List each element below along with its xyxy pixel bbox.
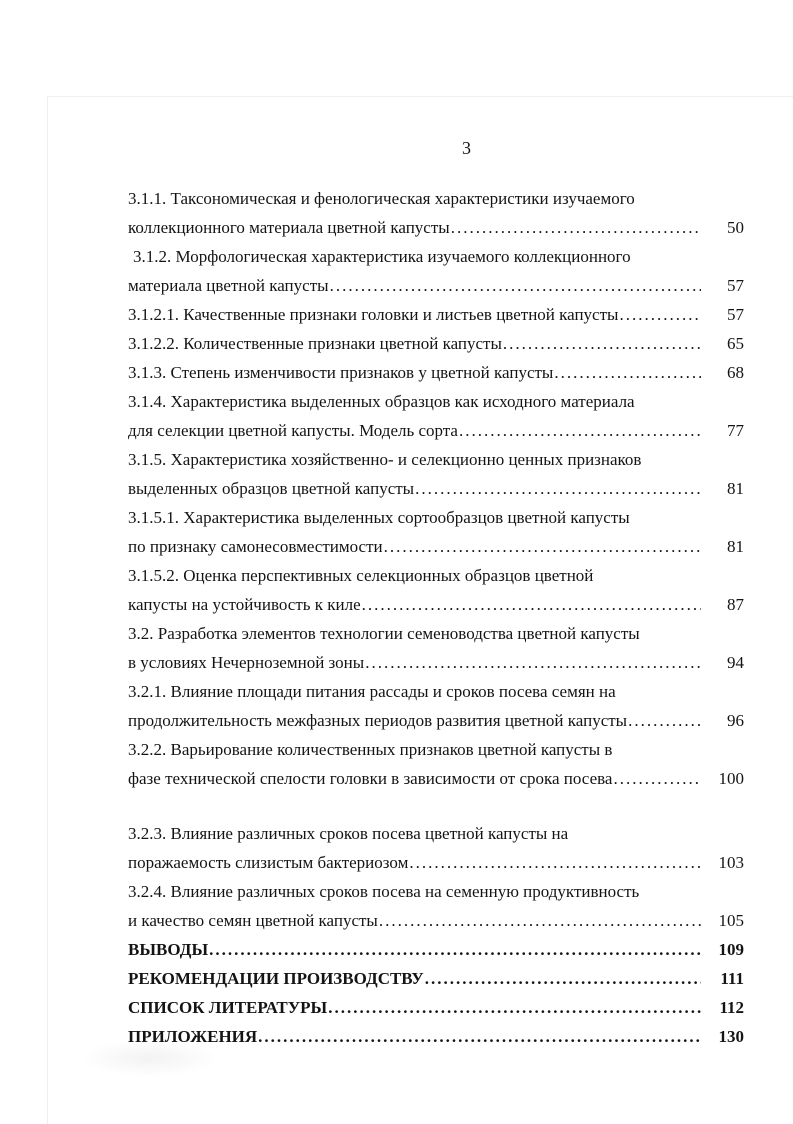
toc-row: поражаемость слизистым бактериозом 103: [128, 848, 744, 877]
toc-page-number: 77: [727, 421, 744, 440]
dot-leader: [459, 416, 701, 445]
toc-row: 3.2.3. Влияние различных сроков посева ц…: [128, 819, 744, 848]
toc-page-number: 57: [727, 276, 744, 295]
table-of-contents: 3.1.1. Таксономическая и фенологическая …: [128, 184, 744, 1051]
toc-row: коллекционного материала цветной капусты…: [128, 213, 744, 242]
toc-page-number: 130: [718, 1027, 745, 1046]
toc-row: 3.1.5. Характеристика хозяйственно- и се…: [128, 445, 744, 474]
toc-row: 3.2.1. Влияние площади питания рассады и…: [128, 677, 744, 706]
toc-page-number: 109: [718, 940, 745, 959]
toc-entry-text: капусты на устойчивость к киле: [128, 595, 361, 614]
toc-row: 3.1.4. Характеристика выделенных образцо…: [128, 387, 744, 416]
toc-row: капусты на устойчивость к киле 87: [128, 590, 744, 619]
toc-page-number: 68: [727, 363, 744, 382]
toc-entry-text: поражаемость слизистым бактериозом: [128, 853, 409, 872]
toc-page-number: 65: [727, 334, 744, 353]
toc-entry-text: 3.1.2.1. Качественные признаки головки и…: [128, 305, 619, 324]
toc-page-number: 57: [727, 305, 744, 324]
toc-row: 3.1.5.2. Оценка перспективных селекционн…: [128, 561, 744, 590]
dot-leader: [209, 935, 701, 964]
toc-entry-text: 3.2. Разработка элементов технологии сем…: [128, 624, 640, 643]
toc-entry-text: ПРИЛОЖЕНИЯ: [128, 1027, 258, 1046]
toc-row: и качество семян цветной капусты 105: [128, 906, 744, 935]
toc-row: по признаку самонесовместимости 81: [128, 532, 744, 561]
toc-page-number: 87: [727, 595, 744, 614]
toc-row: 3.1.2. Морфологическая характеристика из…: [128, 242, 744, 271]
toc-page-number: 105: [718, 911, 745, 930]
toc-entry-text: 3.2.2. Варьирование количественных призн…: [128, 740, 613, 759]
toc-entry-text: выделенных образцов цветной капусты: [128, 479, 415, 498]
toc-row: 3.1.1. Таксономическая и фенологическая …: [128, 184, 744, 213]
toc-row: РЕКОМЕНДАЦИИ ПРОИЗВОДСТВУ 111: [128, 964, 744, 993]
toc-page-number: 81: [727, 537, 744, 556]
toc-row: материала цветной капусты 57: [128, 271, 744, 300]
dot-leader: [628, 706, 701, 735]
toc-entry-text: коллекционного материала цветной капусты: [128, 218, 450, 237]
toc-row: 3.2. Разработка элементов технологии сем…: [128, 619, 744, 648]
toc-entry-text: СПИСОК ЛИТЕРАТУРЫ: [128, 998, 328, 1017]
toc-page-number: 100: [718, 769, 745, 788]
toc-page-number: 94: [727, 653, 744, 672]
dot-leader: [328, 993, 701, 1022]
toc-entry-text: 3.1.2. Морфологическая характеристика из…: [133, 247, 631, 266]
toc-entry-text: 3.2.1. Влияние площади питания рассады и…: [128, 682, 616, 701]
toc-row: для селекции цветной капусты. Модель сор…: [128, 416, 744, 445]
toc-entry-text: 3.1.1. Таксономическая и фенологическая …: [128, 189, 635, 208]
dot-leader: [613, 764, 701, 793]
dot-leader: [425, 964, 701, 993]
toc-entry-text: фазе технической спелости головки в зави…: [128, 769, 613, 788]
toc-entry-text: 3.2.3. Влияние различных сроков посева ц…: [128, 824, 569, 843]
toc-row: выделенных образцов цветной капусты 81: [128, 474, 744, 503]
toc-entry-text: 3.1.4. Характеристика выделенных образцо…: [128, 392, 635, 411]
dot-leader: [503, 329, 701, 358]
toc-page-number: 112: [719, 998, 744, 1017]
toc-entry-text: для селекции цветной капусты. Модель сор…: [128, 421, 458, 440]
toc-row: 3.1.2.1. Качественные признаки головки и…: [128, 300, 744, 329]
toc-row: в условиях Нечерноземной зоны 94: [128, 648, 744, 677]
dot-leader: [258, 1022, 701, 1051]
dot-leader: [384, 532, 701, 561]
toc-row: 3.2.4. Влияние различных сроков посева н…: [128, 877, 744, 906]
page-number-header: 3: [462, 138, 471, 158]
dot-leader: [379, 906, 701, 935]
toc-page-number: 103: [718, 853, 745, 872]
toc-row: ПРИЛОЖЕНИЯ 130: [128, 1022, 744, 1051]
dot-leader: [409, 848, 701, 877]
dot-leader: [365, 648, 701, 677]
toc-entry-text: 3.1.2.2. Количественные признаки цветной…: [128, 334, 502, 353]
toc-row: 3.2.2. Варьирование количественных призн…: [128, 735, 744, 764]
toc-entry-text: материала цветной капусты: [128, 276, 329, 295]
toc-entry-text: в условиях Нечерноземной зоны: [128, 653, 365, 672]
toc-entry-text: по признаку самонесовместимости: [128, 537, 383, 556]
toc-row: ВЫВОДЫ 109: [128, 935, 744, 964]
toc-row: СПИСОК ЛИТЕРАТУРЫ 112: [128, 993, 744, 1022]
toc-entry-text: 3.1.5.1. Характеристика выделенных сорто…: [128, 508, 630, 527]
toc-entry-text: продолжительность межфазных периодов раз…: [128, 711, 628, 730]
toc-entry-text: РЕКОМЕНДАЦИИ ПРОИЗВОДСТВУ: [128, 969, 424, 988]
toc-entry-text: 3.1.5.2. Оценка перспективных селекционн…: [128, 566, 594, 585]
toc-entry-text: ВЫВОДЫ: [128, 940, 209, 959]
toc-page-number: 111: [720, 969, 744, 988]
dot-leader: [554, 358, 701, 387]
toc-entry-text: 3.1.3. Степень изменчивости признаков у …: [128, 363, 554, 382]
toc-entry-text: и качество семян цветной капусты: [128, 911, 378, 930]
dot-leader: [362, 590, 701, 619]
dot-leader: [451, 213, 701, 242]
toc-entry-text: 3.1.5. Характеристика хозяйственно- и се…: [128, 450, 642, 469]
toc-page-number: 81: [727, 479, 744, 498]
toc-row: фазе технической спелости головки в зави…: [128, 764, 744, 793]
toc-row: 3.1.5.1. Характеристика выделенных сорто…: [128, 503, 744, 532]
toc-row: продолжительность межфазных периодов раз…: [128, 706, 744, 735]
toc-page-number: 96: [727, 711, 744, 730]
toc-row: 3.1.2.2. Количественные признаки цветной…: [128, 329, 744, 358]
toc-page-number: 50: [727, 218, 744, 237]
dot-leader: [619, 300, 701, 329]
dot-leader: [415, 474, 701, 503]
toc-row: 3.1.3. Степень изменчивости признаков у …: [128, 358, 744, 387]
toc-entry-text: 3.2.4. Влияние различных сроков посева н…: [128, 882, 640, 901]
dot-leader: [330, 271, 701, 300]
